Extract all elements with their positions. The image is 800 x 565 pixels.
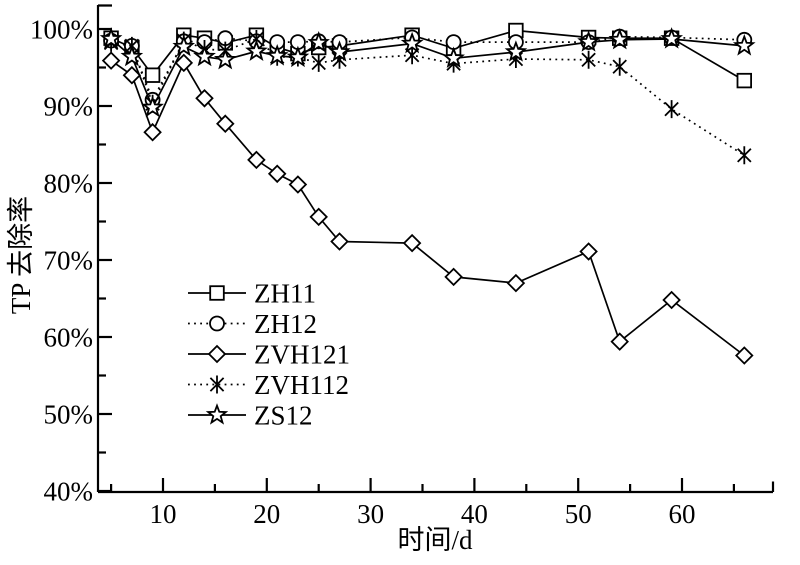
- y-axis-title: TP 去除率: [6, 196, 36, 314]
- legend-label: ZVH121: [254, 340, 350, 370]
- legend-marker-asterisk-icon: [209, 375, 225, 394]
- legend-marker-square-icon: [209, 285, 225, 301]
- y-tick-label: 100%: [30, 15, 93, 45]
- y-tick-label: 60%: [44, 323, 94, 353]
- legend-marker-diamond-icon: [207, 344, 227, 364]
- y-tick-label: 50%: [44, 400, 94, 430]
- axes: [96, 4, 775, 494]
- x-tick-labels: 10 20 30 40 50 60: [150, 499, 696, 529]
- legend-label: ZS12: [254, 401, 313, 431]
- legend-marker-star-icon: [205, 403, 229, 425]
- x-tick-label: 20: [253, 499, 280, 529]
- x-tick-label: 10: [150, 499, 177, 529]
- legend-item-ZH11: ZH11: [188, 279, 316, 309]
- series-ZS12-markers: [99, 27, 756, 118]
- y-tick-label: 40%: [44, 477, 94, 507]
- x-tick-label: 30: [357, 499, 384, 529]
- legend-label: ZVH112: [254, 370, 349, 400]
- legend-item-ZVH112: ZVH112: [188, 370, 349, 400]
- legend-marker-circle-icon: [209, 315, 225, 332]
- x-tick-label: 60: [669, 499, 696, 529]
- legend-item-ZS12: ZS12: [188, 401, 313, 431]
- legend-label: ZH11: [254, 279, 316, 309]
- y-tick-label: 80%: [44, 169, 94, 199]
- legend-item-ZH12: ZH12: [188, 309, 317, 339]
- series-ZVH121-markers: [101, 51, 754, 365]
- y-tick-label: 90%: [44, 92, 94, 122]
- series-ZS12: [99, 27, 756, 118]
- x-axis-title: 时间/d: [397, 525, 473, 555]
- legend-item-ZVH121: ZVH121: [188, 340, 350, 370]
- y-tick-labels: 40% 50% 60% 70% 80% 90% 100%: [30, 15, 93, 507]
- x-tick-label: 40: [461, 499, 488, 529]
- x-tick-label: 50: [565, 499, 592, 529]
- legend-label: ZH12: [254, 309, 317, 339]
- series-ZVH121: [101, 51, 754, 365]
- y-tick-label: 70%: [44, 246, 94, 276]
